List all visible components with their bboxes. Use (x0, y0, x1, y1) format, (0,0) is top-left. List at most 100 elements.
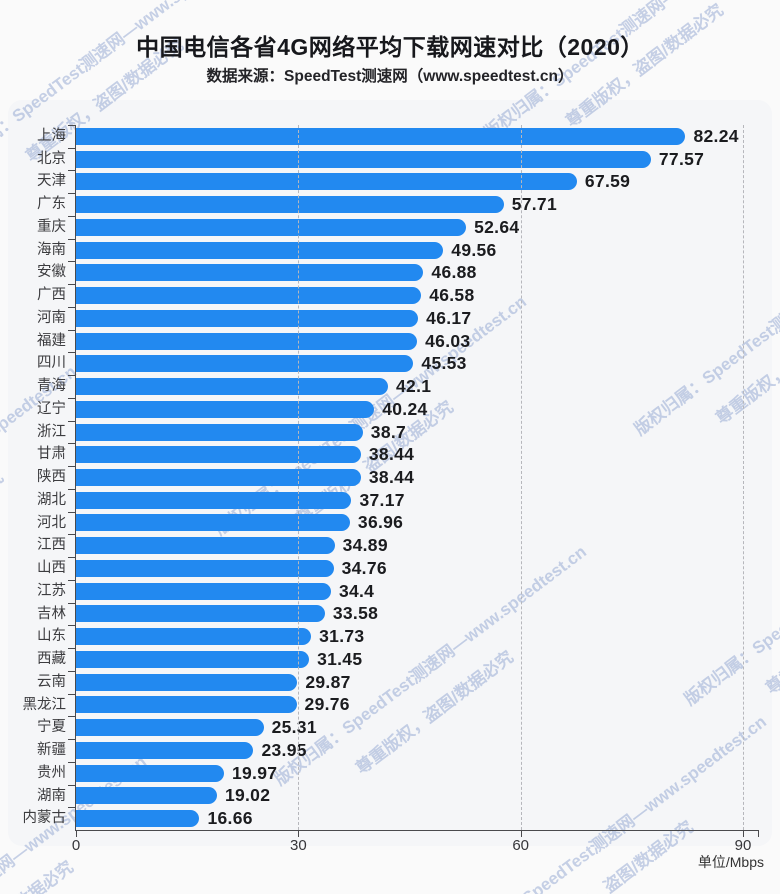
y-axis-tick (68, 193, 76, 195)
page-subtitle: 数据来源：SpeedTest测速网（www.speedtest.cn） (206, 68, 574, 85)
bar (76, 468, 361, 486)
y-axis-tick (68, 397, 76, 399)
y-axis-tick (68, 306, 76, 308)
bar-value-label: 52.64 (474, 216, 520, 237)
y-axis-tick (68, 284, 76, 286)
x-axis-tick (520, 830, 522, 837)
y-label: 山西 (37, 560, 66, 577)
bar (76, 446, 361, 464)
x-axis-end-tick (758, 830, 759, 837)
bar-value-label: 34.76 (341, 557, 387, 578)
y-label: 辽宁 (37, 400, 66, 417)
bar-value-label: 33.58 (332, 603, 379, 624)
y-axis-tick (68, 648, 76, 650)
x-axis-tick (76, 830, 77, 837)
bar (76, 537, 335, 555)
y-axis-tick (68, 670, 76, 672)
y-axis-tick (68, 625, 76, 627)
bar (76, 696, 297, 714)
bar-row: 29.76 (76, 694, 759, 717)
y-axis-tick (68, 170, 76, 172)
y-axis-tick (68, 466, 76, 468)
y-label: 浙江 (37, 423, 66, 440)
bar-row: 25.31 (76, 716, 759, 739)
bar (76, 400, 375, 418)
y-axis-tick (68, 511, 76, 513)
bar-row: 67.59 (76, 170, 759, 193)
bar-value-label: 49.56 (451, 239, 497, 260)
bar (76, 332, 418, 350)
bar-row: 33.58 (76, 603, 759, 626)
bar (76, 582, 331, 600)
bar (76, 764, 224, 782)
bar-row: 46.17 (76, 307, 759, 330)
y-label: 广西 (37, 287, 66, 304)
bar-row: 31.45 (76, 648, 759, 671)
bar-value-label: 19.97 (231, 762, 278, 783)
y-axis-tick (68, 375, 76, 377)
x-tick-label: 0 (71, 837, 81, 854)
y-label: 广东 (37, 196, 66, 213)
bar (76, 241, 444, 259)
bar-row: 40.24 (76, 398, 759, 421)
bar-row: 45.53 (76, 352, 759, 375)
y-axis-tick (68, 125, 76, 126)
bar (76, 741, 254, 759)
x-axis-tick (298, 830, 300, 837)
y-axis-tick (68, 261, 76, 263)
bar-row: 77.57 (76, 148, 759, 171)
bar-row: 42.1 (76, 375, 759, 398)
y-label: 天津 (37, 173, 66, 190)
y-axis-tick (68, 602, 76, 604)
bar (76, 378, 388, 396)
bar-row: 38.44 (76, 443, 759, 466)
bar-value-label: 31.73 (319, 626, 365, 647)
bar-value-label: 34.89 (342, 535, 388, 556)
bar-value-label: 38.44 (368, 444, 415, 465)
x-axis-unit-label: 单位/Mbps (697, 854, 764, 870)
y-label: 宁夏 (37, 719, 66, 736)
bar (76, 150, 651, 168)
bar-value-label: 46.58 (429, 285, 475, 306)
bar (76, 355, 414, 373)
y-axis-tick (68, 784, 76, 786)
page-title: 中国电信各省4G网络平均下载网速对比（2020） (136, 34, 644, 60)
bar-value-label: 46.03 (425, 330, 471, 351)
y-label: 重庆 (37, 218, 66, 235)
y-axis-labels: 上海 北京 天津 广东 重庆 海南 安徽 广西 河南 福建 四川 青海 辽宁 浙江 甘肃 陕西 湖北 河北 江西 山西… (0, 125, 67, 830)
bar-row: 16.66 (76, 807, 759, 830)
y-axis-tick (68, 534, 76, 536)
y-label: 福建 (37, 332, 66, 349)
bar (76, 287, 422, 305)
y-axis-tick (68, 716, 76, 718)
bar-row: 46.03 (76, 330, 759, 353)
bar-value-label: 16.66 (207, 808, 253, 829)
y-axis-tick (68, 488, 76, 490)
bar-value-label: 40.24 (382, 398, 428, 419)
y-label: 四川 (37, 355, 66, 372)
y-axis-tick (68, 807, 76, 809)
bar-row: 36.96 (76, 512, 759, 535)
bar-value-label: 25.31 (271, 717, 317, 738)
bar-row: 82.24 (76, 125, 759, 148)
bar-value-label: 31.45 (317, 648, 363, 669)
bar-value-label: 23.95 (261, 739, 307, 760)
bar-value-label: 34.4 (338, 580, 375, 601)
bar (76, 514, 350, 532)
bar-row: 38.44 (76, 466, 759, 489)
bar (76, 605, 325, 623)
y-axis-tick (68, 215, 76, 217)
bar-value-label: 46.17 (426, 307, 472, 328)
bar-value-label: 77.57 (658, 148, 705, 169)
x-gridline (743, 125, 744, 830)
x-axis-tick (743, 830, 744, 837)
y-axis-tick (68, 557, 76, 559)
x-tick-label: 90 (734, 837, 752, 854)
bar (76, 673, 298, 691)
y-label: 云南 (37, 673, 66, 690)
x-gridline (298, 125, 300, 830)
y-label: 湖北 (37, 491, 66, 508)
bar-row: 19.97 (76, 762, 759, 785)
bar (76, 264, 424, 282)
